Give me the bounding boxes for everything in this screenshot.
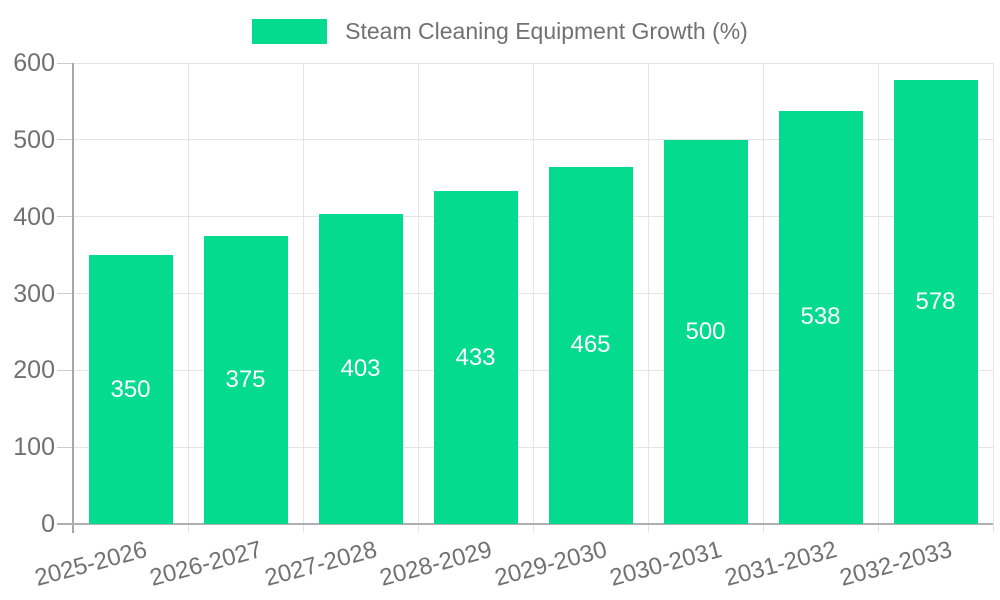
gridline-vertical (417, 63, 419, 533)
gridline-vertical (647, 63, 649, 533)
y-tick-label: 500 (13, 125, 55, 154)
bar[interactable] (548, 166, 633, 524)
y-axis-tick (57, 446, 73, 448)
x-tick-label: 2026-2027 (146, 536, 265, 592)
y-axis-tick (57, 293, 73, 294)
legend-swatch (252, 19, 328, 44)
x-tick-label: 2028-2029 (376, 536, 495, 592)
y-axis-tick (57, 62, 73, 64)
bar[interactable] (778, 110, 863, 524)
x-tick-label: 2032-2033 (836, 536, 955, 592)
legend-label: Steam Cleaning Equipment Growth (%) (345, 18, 748, 44)
y-axis-tick (57, 369, 73, 371)
x-tick-label: 2027-2028 (261, 536, 380, 592)
plot-area: 0 100 200 300 400 500 600 350 2025-2026 375 2026-2… (13, 49, 994, 592)
gridline-vertical (877, 63, 879, 533)
y-tick-label: 100 (13, 433, 55, 462)
x-axis-line (57, 523, 993, 525)
x-tick-label: 2025-2026 (31, 536, 150, 592)
gridline-vertical (187, 63, 189, 533)
legend: Steam Cleaning Equipment Growth (%) (0, 18, 1000, 45)
x-tick-label: 2030-2031 (606, 536, 725, 592)
y-tick-label: 400 (13, 202, 55, 231)
gridline-vertical (302, 63, 304, 533)
x-tick-label: 2029-2030 (491, 536, 610, 592)
y-axis-tick (57, 216, 73, 218)
gridline-vertical (762, 63, 764, 533)
x-tick-label: 2031-2032 (721, 536, 840, 592)
gridline-vertical (532, 63, 534, 533)
y-axis-line (72, 63, 74, 533)
bar[interactable] (203, 235, 288, 524)
bar[interactable] (88, 255, 173, 524)
y-tick-label: 0 (41, 510, 55, 538)
legend-item[interactable]: Steam Cleaning Equipment Growth (%) (252, 18, 748, 45)
y-axis-tick (57, 139, 73, 141)
bar[interactable] (893, 79, 978, 524)
bar[interactable] (663, 139, 748, 524)
y-tick-label: 200 (13, 356, 55, 385)
gridline-vertical (992, 63, 994, 533)
bar[interactable] (433, 191, 518, 524)
bar[interactable] (318, 214, 403, 524)
y-tick-label: 300 (13, 279, 55, 308)
y-tick-label: 600 (13, 49, 55, 77)
